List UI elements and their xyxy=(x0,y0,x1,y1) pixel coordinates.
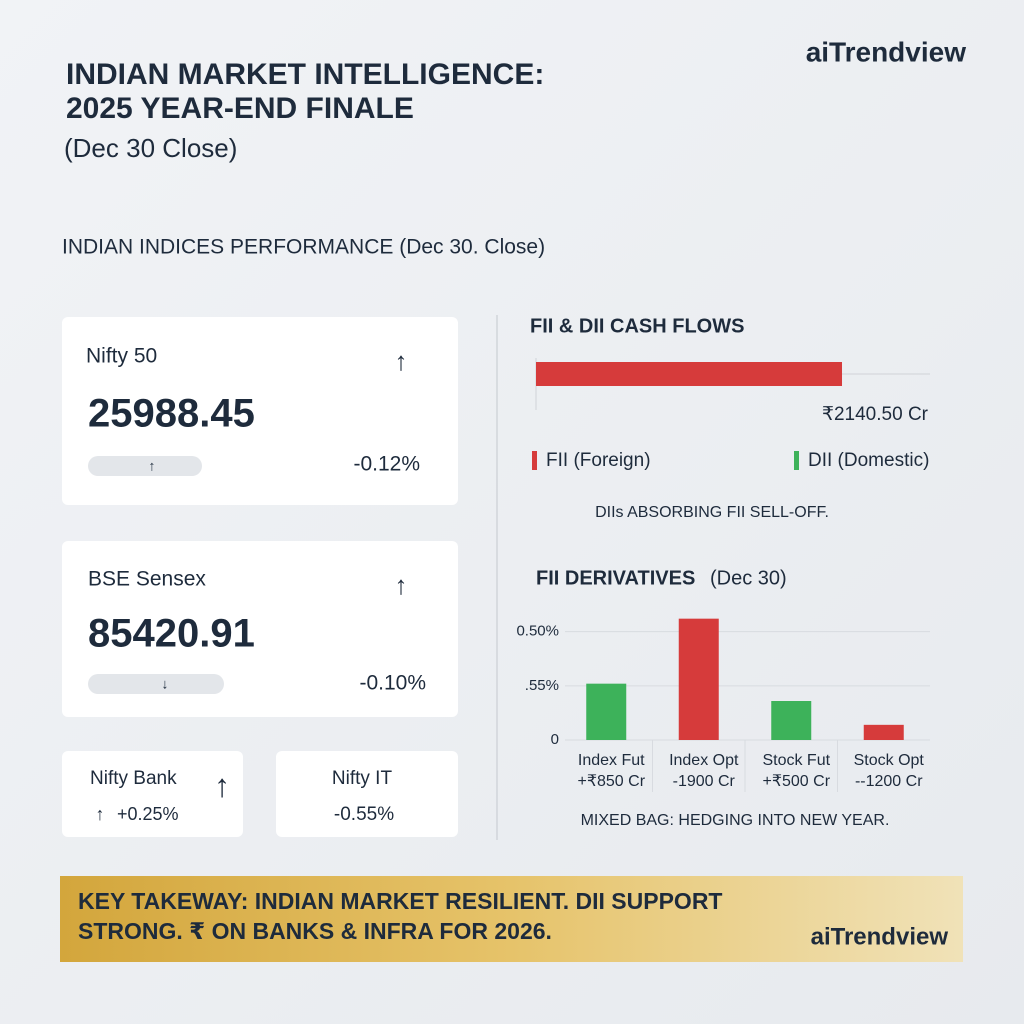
bar xyxy=(863,724,904,740)
bar xyxy=(536,362,843,386)
card xyxy=(276,751,458,837)
x-tick-note: +₹850 Cr xyxy=(577,773,645,790)
brand: aiTrendview xyxy=(811,923,949,950)
y-tick-label: 0.50% xyxy=(516,623,559,640)
takeaway-text: STRONG. ₹ ON BANKS & INFRA FOR 2026. xyxy=(78,918,552,944)
x-tick-label: Index Fut xyxy=(578,752,645,769)
index-name: BSE Sensex xyxy=(88,568,206,591)
chart-title: FII DERIVATIVES xyxy=(536,567,695,589)
x-tick-label: Stock Opt xyxy=(854,752,925,769)
chart-subtitle: (Dec 30) xyxy=(710,567,787,589)
bar xyxy=(771,701,812,740)
title: INDIAN MARKET INTELLIGENCE: xyxy=(66,58,544,91)
title: 2025 YEAR-END FINALE xyxy=(66,92,414,125)
legend-swatch xyxy=(532,451,537,470)
section-title: INDIAN INDICES PERFORMANCE (Dec 30. Clos… xyxy=(62,236,545,259)
arrow-icon: ↑ xyxy=(395,570,408,600)
y-tick-label: .55% xyxy=(525,677,559,694)
brand: aiTrendview xyxy=(806,36,967,67)
index-value: 25988.45 xyxy=(88,392,255,436)
x-tick-note: +₹500 Cr xyxy=(762,773,830,790)
legend-swatch xyxy=(794,451,799,470)
index-change: -0.12% xyxy=(353,453,420,476)
arrow-icon: ↑ xyxy=(395,346,408,376)
index-name: Nifty Bank xyxy=(90,768,177,789)
arrow-icon: ↓ xyxy=(162,676,169,692)
index-name: Nifty 50 xyxy=(86,345,157,368)
pill xyxy=(88,456,202,476)
index-value: 85420.91 xyxy=(88,612,255,656)
x-tick-label: Index Opt xyxy=(669,752,739,769)
subtitle: (Dec 30 Close) xyxy=(64,133,237,163)
x-tick-label: Stock Fut xyxy=(762,752,830,769)
annotation: MIXED BAG: HEDGING INTO NEW YEAR. xyxy=(581,812,890,829)
card xyxy=(62,541,458,717)
card xyxy=(62,751,243,837)
legend-label: FII (Foreign) xyxy=(546,450,651,471)
annotation: DIIs ABSORBING FII SELL-OFF. xyxy=(595,504,829,521)
index-change: +0.25% xyxy=(117,804,179,824)
x-tick-note: -1900 Cr xyxy=(673,773,736,790)
index-change: -0.55% xyxy=(334,804,394,825)
chart-title: FII & DII CASH FLOWS xyxy=(530,315,744,337)
y-tick-label: 0 xyxy=(551,731,559,748)
x-tick-note: --1200 Cr xyxy=(855,773,923,790)
takeaway-text: KEY TAKEWAY: INDIAN MARKET RESILIENT. DI… xyxy=(78,888,722,914)
pill xyxy=(88,674,224,694)
value-label: ₹2140.50 Cr xyxy=(822,404,929,425)
arrow-icon: ↑ xyxy=(149,458,156,474)
arrow-icon: ↑ xyxy=(96,804,105,824)
bar xyxy=(678,618,719,740)
bar xyxy=(586,683,627,740)
index-name: Nifty IT xyxy=(332,768,393,789)
legend-label: DII (Domestic) xyxy=(808,450,929,471)
takeaway-banner xyxy=(60,876,963,962)
arrow-icon: ↑ xyxy=(214,767,230,803)
index-change: -0.10% xyxy=(359,672,426,695)
